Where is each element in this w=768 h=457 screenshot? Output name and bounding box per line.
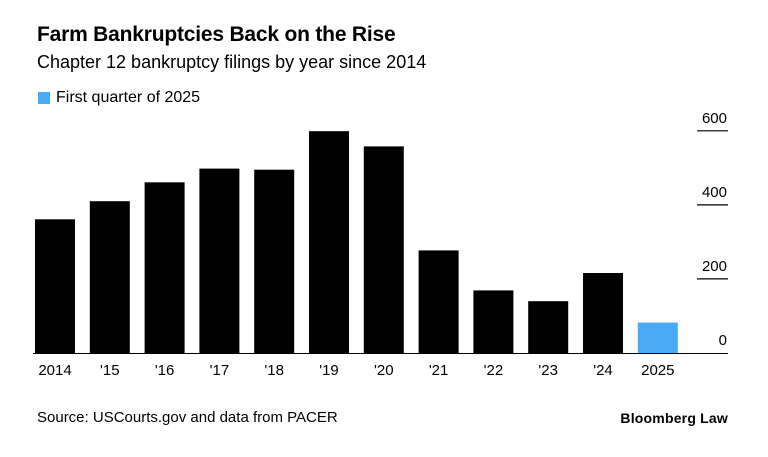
bar-17 [199,168,240,353]
x-tick-label: '17 [210,362,230,379]
x-tick-label: '20 [374,362,394,379]
bar-22 [473,290,514,353]
y-tick-label: 400 [702,184,727,201]
chart-legend: First quarter of 2025 [38,89,200,107]
x-tick-label: '19 [319,362,339,379]
x-tick-label: '16 [155,362,175,379]
x-tick-label: '22 [484,362,504,379]
source-note: Source: USCourts.gov and data from PACER [37,409,338,426]
x-tick-label: '23 [538,362,558,379]
y-tick-label: 200 [702,258,727,275]
bar-2025 [637,322,678,353]
legend-label: First quarter of 2025 [56,89,201,106]
x-tick-label: '21 [429,362,449,379]
bar-15 [89,201,130,353]
x-tick-label: '18 [264,362,284,379]
bar-20 [363,146,404,353]
bar-19 [309,131,349,353]
bar-16 [144,182,185,353]
x-tick-label: 2014 [38,362,71,379]
y-tick-label: 600 [702,110,727,127]
brand-logo: Bloomberg Law [620,410,728,426]
bar-21 [418,250,459,353]
x-tick-label: '24 [593,362,613,379]
chart-subtitle: Chapter 12 bankruptcy filings by year si… [37,52,427,72]
chart-title: Farm Bankruptcies Back on the Rise [37,23,396,46]
bar-23 [528,301,569,353]
bar-18 [254,169,295,353]
bar-24 [583,273,623,353]
legend-swatch [38,92,50,104]
x-tick-label: '15 [100,362,120,379]
x-tick-label: 2025 [641,362,674,379]
y-tick-label: 0 [719,332,727,349]
bar-2014 [35,219,75,353]
